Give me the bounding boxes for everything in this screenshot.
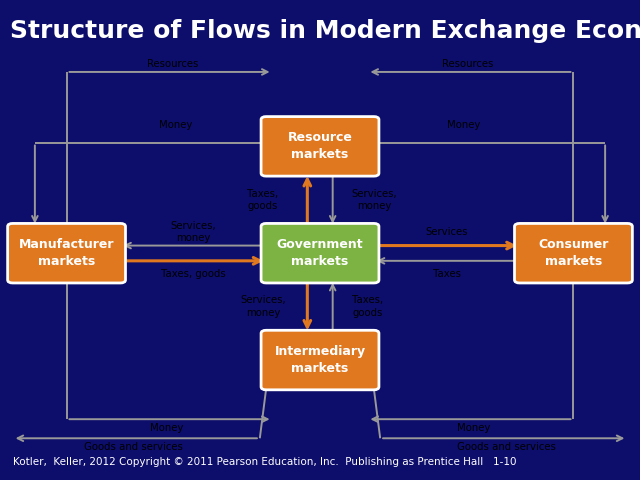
FancyBboxPatch shape bbox=[515, 223, 632, 283]
Text: Money: Money bbox=[150, 422, 183, 432]
FancyBboxPatch shape bbox=[261, 330, 379, 390]
Text: Services,
money: Services, money bbox=[240, 295, 286, 318]
Text: Government
markets: Government markets bbox=[276, 238, 364, 268]
Text: Goods and services: Goods and services bbox=[458, 442, 556, 452]
Text: Services,
money: Services, money bbox=[351, 189, 397, 211]
Text: Resources: Resources bbox=[442, 59, 493, 69]
Text: Intermediary
markets: Intermediary markets bbox=[275, 345, 365, 375]
Text: Taxes,
goods: Taxes, goods bbox=[352, 295, 383, 318]
Text: Resources: Resources bbox=[147, 59, 198, 69]
Text: Services,
money: Services, money bbox=[170, 221, 216, 243]
Text: Structure of Flows in Modern Exchange Economy: Structure of Flows in Modern Exchange Ec… bbox=[10, 19, 640, 43]
FancyBboxPatch shape bbox=[8, 223, 125, 283]
Text: Manufacturer
markets: Manufacturer markets bbox=[19, 238, 115, 268]
Text: Taxes, goods: Taxes, goods bbox=[161, 269, 226, 279]
Text: Taxes,
goods: Taxes, goods bbox=[248, 189, 278, 211]
Text: Services: Services bbox=[426, 227, 468, 237]
Text: Money: Money bbox=[457, 422, 490, 432]
FancyBboxPatch shape bbox=[261, 117, 379, 176]
Text: Consumer
markets: Consumer markets bbox=[538, 238, 609, 268]
Text: Kotler,  Keller, 2012 Copyright © 2011 Pearson Education, Inc.  Publishing as Pr: Kotler, Keller, 2012 Copyright © 2011 Pe… bbox=[13, 457, 516, 467]
Text: Money: Money bbox=[447, 120, 481, 131]
Text: Goods and services: Goods and services bbox=[84, 442, 182, 452]
FancyBboxPatch shape bbox=[261, 223, 379, 283]
Text: Resource
markets: Resource markets bbox=[287, 132, 353, 161]
Text: Money: Money bbox=[159, 120, 193, 131]
Text: Taxes: Taxes bbox=[433, 269, 461, 279]
